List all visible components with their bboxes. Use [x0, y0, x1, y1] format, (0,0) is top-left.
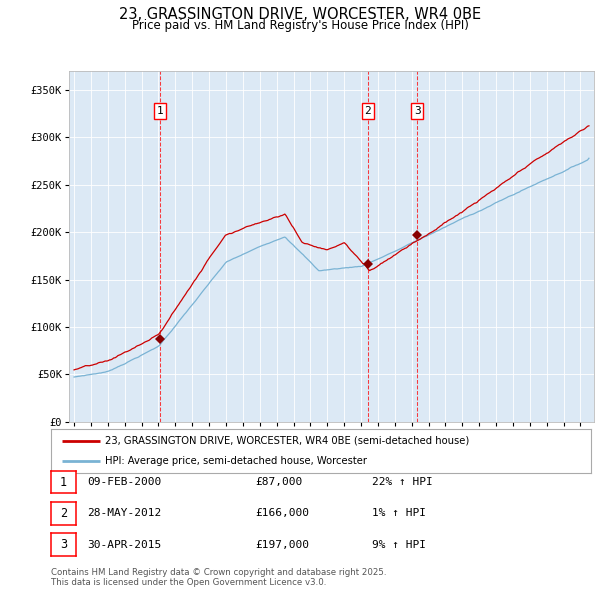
Text: 23, GRASSINGTON DRIVE, WORCESTER, WR4 0BE: 23, GRASSINGTON DRIVE, WORCESTER, WR4 0B… — [119, 7, 481, 22]
Text: HPI: Average price, semi-detached house, Worcester: HPI: Average price, semi-detached house,… — [105, 456, 367, 466]
Text: 22% ↑ HPI: 22% ↑ HPI — [372, 477, 433, 487]
Text: 09-FEB-2000: 09-FEB-2000 — [87, 477, 161, 487]
Text: 3: 3 — [414, 106, 421, 116]
Text: 2: 2 — [60, 507, 67, 520]
Text: Price paid vs. HM Land Registry's House Price Index (HPI): Price paid vs. HM Land Registry's House … — [131, 19, 469, 32]
Text: 1: 1 — [60, 476, 67, 489]
Text: 1% ↑ HPI: 1% ↑ HPI — [372, 509, 426, 518]
Text: £166,000: £166,000 — [255, 509, 309, 518]
Text: Contains HM Land Registry data © Crown copyright and database right 2025.
This d: Contains HM Land Registry data © Crown c… — [51, 568, 386, 587]
Text: 23, GRASSINGTON DRIVE, WORCESTER, WR4 0BE (semi-detached house): 23, GRASSINGTON DRIVE, WORCESTER, WR4 0B… — [105, 436, 469, 446]
Text: £87,000: £87,000 — [255, 477, 302, 487]
Text: 3: 3 — [60, 538, 67, 551]
Text: 1: 1 — [157, 106, 164, 116]
Text: 28-MAY-2012: 28-MAY-2012 — [87, 509, 161, 518]
Text: 30-APR-2015: 30-APR-2015 — [87, 540, 161, 549]
Text: 2: 2 — [365, 106, 371, 116]
Text: 9% ↑ HPI: 9% ↑ HPI — [372, 540, 426, 549]
Text: £197,000: £197,000 — [255, 540, 309, 549]
